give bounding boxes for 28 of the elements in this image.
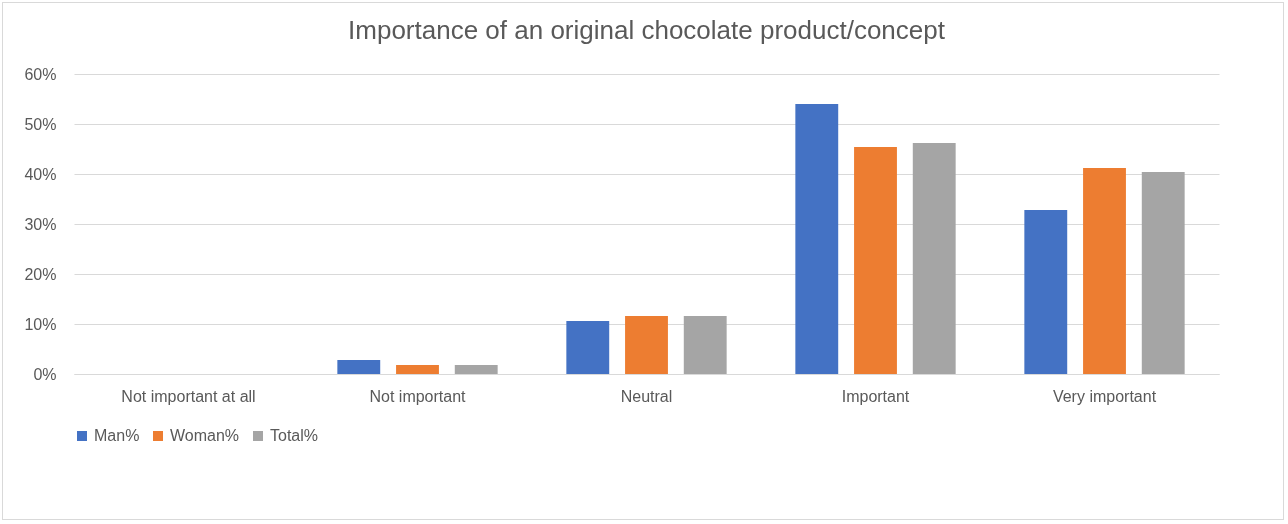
legend-label: Man% [94,427,140,444]
y-tick-label: 60% [24,65,57,83]
bar [795,104,839,374]
x-tick-label: Neutral [620,387,673,405]
bar [625,316,668,374]
x-tick-label: Not important [369,387,467,405]
bar [396,365,439,374]
bar [912,143,956,374]
bar [1024,210,1068,374]
bar [337,360,381,374]
y-tick-label: 40% [24,165,57,183]
x-tick-label: Very important [1052,387,1157,405]
bar [566,321,610,374]
legend-label: Woman% [170,427,240,444]
bar [454,365,498,374]
y-tick-label: 20% [24,265,57,283]
bar [683,316,727,374]
y-tick-label: 50% [24,115,57,133]
legend-label: Total% [270,427,319,444]
x-tick-label: Not important at all [121,387,256,405]
y-tick-label: 10% [24,315,57,333]
chart-title: Importance of an original chocolate product/concept [348,15,946,45]
x-tick-label: Important [841,387,910,405]
bar [1141,172,1185,374]
bar [1083,168,1126,374]
y-tick-label: 30% [24,215,57,233]
bar [854,147,897,374]
y-tick-label: 0% [33,365,57,383]
